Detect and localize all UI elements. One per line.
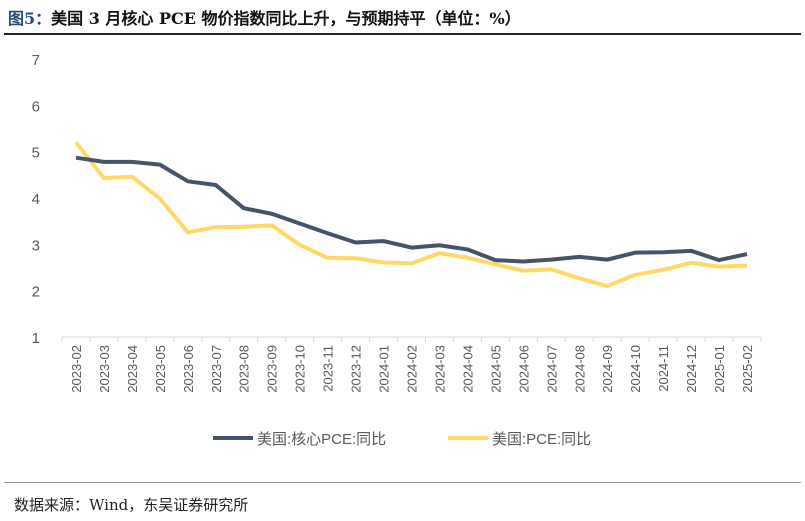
x-tick-label: 2023-08	[237, 345, 252, 393]
source-rule	[4, 482, 801, 483]
x-tick-label: 2025-01	[712, 345, 727, 393]
x-tick-label: 2023-06	[181, 345, 196, 393]
x-tick-label: 2024-10	[628, 345, 643, 393]
source-note: 数据来源：Wind，东吴证券研究所	[14, 496, 249, 514]
x-tick-label: 2023-10	[293, 345, 308, 393]
y-tick-label: 3	[32, 237, 40, 254]
x-tick-label: 2024-09	[600, 345, 615, 393]
series-line	[75, 155, 748, 264]
x-tick-label: 2024-05	[488, 345, 503, 393]
x-tick-label: 2024-06	[516, 345, 531, 393]
x-tick-label: 2024-08	[572, 345, 587, 393]
series-line	[74, 141, 748, 289]
x-tick-label: 2024-07	[544, 345, 559, 393]
x-tick-label: 2023-12	[349, 345, 364, 393]
chart-title: 图5：美国 3 月核心 PCE 物价指数同比上升，与预期持平（单位：%）	[8, 5, 521, 29]
x-tick-label: 2025-02	[740, 345, 755, 393]
y-tick-label: 6	[32, 98, 40, 115]
x-tick-label: 2024-02	[405, 345, 420, 393]
x-tick-label: 2023-04	[125, 345, 140, 393]
title-rule	[4, 33, 801, 35]
x-tick-label: 2023-05	[153, 345, 168, 393]
y-tick-label: 1	[32, 330, 40, 347]
x-tick-label: 2023-11	[321, 345, 336, 392]
x-tick-label: 2024-12	[684, 345, 699, 393]
x-tick-label: 2023-09	[265, 345, 280, 393]
y-tick-label: 2	[32, 284, 40, 301]
line-chart: 1 2 3 4 5 6 7 2023-02 2023-03 2023-04 2023-05 2023-…	[32, 52, 762, 448]
x-tick-label: 2023-07	[209, 345, 224, 393]
y-tick-label: 7	[32, 52, 40, 69]
legend-label: 美国:核心PCE:同比	[257, 431, 386, 448]
y-tick-label: 5	[32, 145, 40, 162]
x-tick-label: 2024-04	[460, 345, 475, 393]
x-tick-label: 2024-01	[377, 345, 392, 393]
legend-label: 美国:PCE:同比	[492, 431, 591, 448]
figure-number: 图5：	[8, 9, 52, 28]
x-tick-label: 2024-03	[432, 345, 447, 393]
x-tick-label: 2023-03	[97, 345, 112, 393]
x-tick-label: 2023-02	[69, 345, 84, 393]
title-text: 美国 3 月核心 PCE 物价指数同比上升，与预期持平（单位：%）	[51, 9, 521, 28]
y-tick-label: 4	[32, 191, 40, 208]
x-tick-label: 2024-11	[656, 345, 671, 392]
